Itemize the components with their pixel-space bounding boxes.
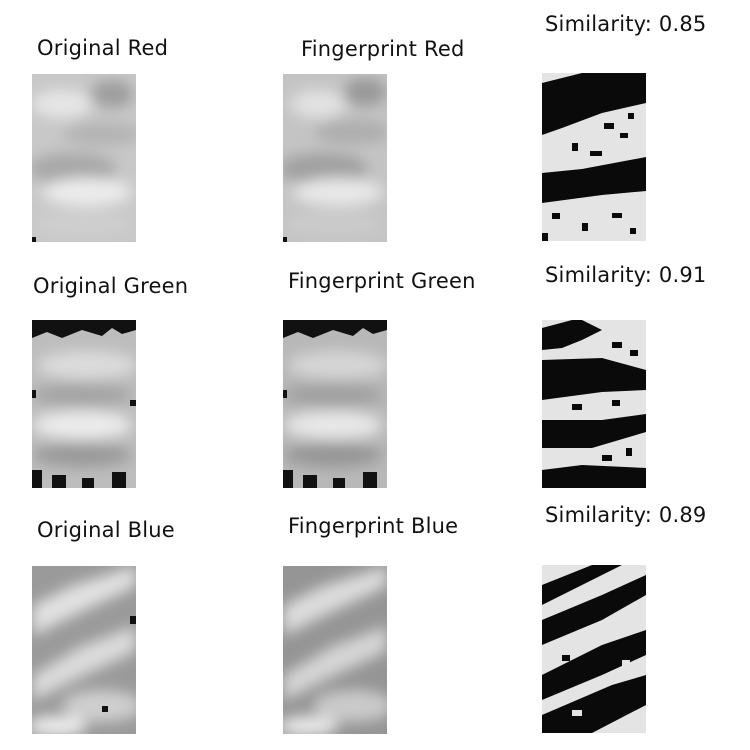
fingerprint-red-image (283, 74, 387, 242)
original-green-label: Original Green (33, 274, 189, 298)
original-green-image (32, 320, 136, 488)
original-red-image (32, 74, 136, 242)
fingerprint-green-label: Fingerprint Green (288, 269, 476, 293)
original-blue-image (32, 566, 136, 734)
similarity-green-map (542, 320, 646, 488)
fingerprint-red-label: Fingerprint Red (301, 37, 465, 61)
similarity-blue-map (542, 565, 646, 733)
fingerprint-blue-image (283, 566, 387, 734)
original-red-label: Original Red (37, 36, 169, 60)
similarity-red-label: Similarity: 0.85 (545, 12, 707, 36)
similarity-green-label: Similarity: 0.91 (545, 263, 707, 287)
similarity-blue-label: Similarity: 0.89 (545, 503, 707, 527)
original-blue-label: Original Blue (37, 518, 175, 542)
fingerprint-green-image (283, 320, 387, 488)
fingerprint-blue-label: Fingerprint Blue (288, 514, 459, 538)
similarity-red-map (542, 73, 646, 241)
